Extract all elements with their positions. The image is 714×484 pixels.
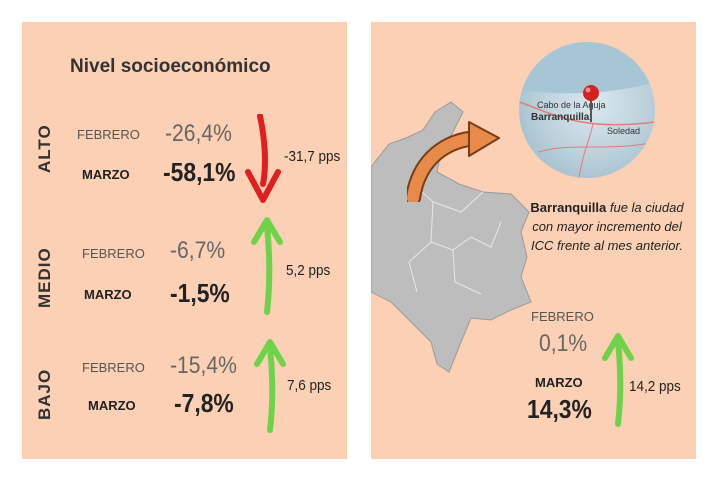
- callout-arrow-icon: [407, 121, 500, 202]
- city-zoom-map: Cabo de la Aguja Barranquilla Soledad: [519, 42, 655, 178]
- panel-title: Nivel socioeconómico: [70, 56, 271, 77]
- map-label-cape: Cabo de la Aguja: [537, 100, 606, 110]
- mar-value-medio: -1,5%: [170, 278, 230, 308]
- level-label-bajo: BAJO: [35, 368, 54, 420]
- city-caption: Barranquilla fue la ciudad con mayor inc…: [521, 198, 693, 255]
- mar-value-city: 14,3%: [527, 394, 592, 424]
- feb-label-city: FEBRERO: [531, 309, 594, 324]
- change-bajo: 7,6 pps: [287, 377, 332, 394]
- up-arrow-icon: [254, 339, 286, 433]
- change-medio: 5,2 pps: [286, 262, 331, 279]
- mar-value-bajo: -7,8%: [174, 388, 234, 418]
- level-label-medio: MEDIO: [35, 247, 54, 308]
- feb-value-medio: -6,7%: [170, 237, 226, 264]
- change-alto: -31,7 pps: [284, 148, 341, 165]
- mar-label-bajo: MARZO: [88, 398, 136, 413]
- socioeconomic-panel: Nivel socioeconómico ALTO FEBRERO -26,4%…: [22, 22, 347, 459]
- feb-label-alto: FEBRERO: [77, 127, 140, 142]
- feb-label-bajo: FEBRERO: [82, 360, 145, 375]
- mar-value-alto: -58,1%: [163, 157, 236, 187]
- feb-value-bajo: -15,4%: [170, 352, 237, 379]
- change-city: 14,2 pps: [629, 378, 681, 395]
- up-arrow-icon: [251, 217, 283, 315]
- mar-label-alto: MARZO: [82, 167, 130, 182]
- feb-label-medio: FEBRERO: [82, 246, 145, 261]
- up-arrow-icon: [602, 333, 634, 427]
- map-label-city: Barranquilla: [531, 112, 590, 123]
- feb-value-alto: -26,4%: [165, 120, 232, 147]
- city-caption-text: fue la ciudad con mayor incremento del I…: [531, 200, 684, 253]
- down-arrow-icon: [245, 114, 281, 203]
- colombia-map: [371, 101, 532, 373]
- feb-value-city: 0,1%: [539, 330, 588, 357]
- mar-label-city: MARZO: [535, 375, 583, 390]
- level-label-alto: ALTO: [35, 124, 54, 173]
- city-name: Barranquilla: [530, 200, 607, 215]
- mar-label-medio: MARZO: [84, 287, 132, 302]
- map-label-other: Soledad: [607, 126, 641, 136]
- city-panel: Cabo de la Aguja Barranquilla Soledad Ba…: [371, 22, 696, 459]
- location-pin-icon: [583, 85, 599, 122]
